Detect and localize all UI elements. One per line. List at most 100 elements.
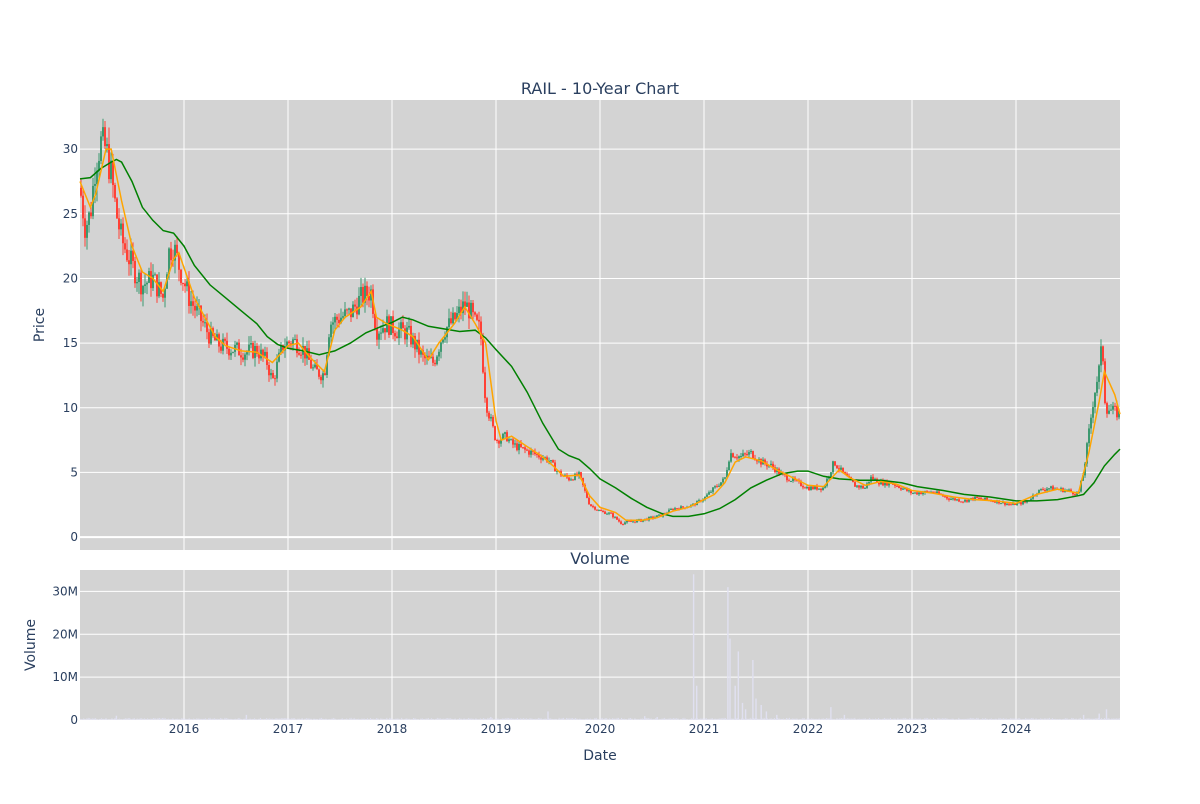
volume-bar — [837, 718, 839, 720]
volume-bar — [432, 718, 434, 720]
candle-up — [364, 285, 366, 303]
volume-bar — [989, 718, 991, 720]
candle-up — [204, 322, 206, 324]
volume-bar — [1042, 718, 1044, 720]
candle-up — [332, 322, 334, 325]
volume-bar — [964, 718, 966, 720]
volume-bar — [182, 718, 184, 720]
price-y-tick-label: 20 — [63, 271, 78, 285]
volume-bar — [93, 718, 95, 720]
volume-bar — [953, 719, 955, 720]
x-tick-label: 2017 — [273, 722, 304, 736]
volume-bar — [1013, 718, 1015, 720]
volume-bar — [323, 718, 325, 720]
candle-up — [1012, 503, 1014, 505]
volume-bar — [219, 718, 221, 720]
candle-up — [458, 306, 460, 314]
volume-bar — [774, 717, 776, 720]
volume-bar — [725, 718, 727, 720]
volume-bar — [748, 718, 750, 720]
candle-down — [820, 488, 822, 491]
volume-bar — [684, 718, 686, 720]
candle-down — [434, 362, 436, 365]
volume-bar — [265, 718, 267, 720]
volume-bar — [222, 719, 224, 720]
volume-bar — [148, 718, 150, 720]
candle-down — [188, 281, 190, 306]
volume-bar — [827, 718, 829, 720]
volume-bar — [499, 719, 501, 720]
volume-bar — [1087, 718, 1089, 720]
x-tick-label: 2019 — [481, 722, 512, 736]
candle-up — [250, 343, 252, 345]
volume-bar — [366, 718, 368, 720]
volume-bar-spike — [765, 711, 768, 720]
candle-down — [180, 269, 182, 283]
candle-up — [490, 416, 492, 419]
volume-bar — [765, 718, 767, 720]
volume-bar-spike — [760, 705, 762, 720]
volume-bar — [500, 718, 502, 720]
candle-up — [550, 460, 552, 462]
candle-down — [262, 349, 264, 356]
volume-bar — [780, 718, 782, 720]
candle-up — [416, 339, 418, 350]
candle-down — [916, 492, 918, 495]
volume-bar — [846, 718, 848, 720]
candle-up — [500, 439, 502, 444]
volume-bar — [133, 717, 135, 720]
volume-bar — [141, 718, 143, 720]
volume-bar — [254, 718, 256, 720]
volume-bar — [967, 718, 969, 720]
candle-up — [670, 508, 672, 510]
volume-bar — [1047, 718, 1049, 720]
candle-down — [938, 491, 940, 495]
candle-down — [192, 301, 194, 306]
candle-down — [482, 338, 484, 373]
volume-bar — [716, 718, 718, 720]
volume-bar — [840, 718, 842, 720]
volume-bar — [676, 718, 678, 720]
volume-bar — [202, 718, 204, 720]
candle-down — [194, 305, 196, 311]
candle-up — [330, 324, 332, 338]
volume-bar — [262, 718, 264, 720]
volume-bar — [410, 719, 412, 720]
candle-up — [574, 473, 576, 481]
volume-bar — [506, 717, 508, 720]
volume-bar — [667, 718, 669, 720]
candle-up — [832, 461, 834, 473]
volume-bar — [604, 718, 606, 720]
candle-up — [260, 349, 262, 359]
candle-up — [952, 498, 954, 500]
volume-bar — [454, 718, 456, 720]
volume-bar — [631, 718, 633, 720]
volume-bar — [1029, 718, 1031, 720]
candle-down — [620, 521, 622, 524]
candle-down — [976, 496, 978, 499]
volume-bar — [164, 718, 166, 720]
volume-bar — [1026, 718, 1028, 720]
volume-bar — [81, 719, 83, 720]
volume-bar — [922, 719, 924, 720]
candle-up — [244, 354, 246, 360]
candle-down — [834, 461, 836, 466]
candle-up — [790, 481, 792, 483]
volume-bar — [1037, 719, 1039, 720]
candle-up — [400, 322, 402, 330]
candle-down — [472, 302, 474, 313]
volume-bar — [683, 717, 685, 720]
candle-up — [1098, 365, 1100, 382]
volume-bar — [1017, 718, 1019, 720]
candle-up — [740, 455, 742, 457]
candle-down — [844, 472, 846, 474]
volume-bar — [257, 719, 259, 720]
ma-long-line — [79, 158, 1121, 518]
volume-bar — [502, 718, 504, 720]
volume-bar — [548, 718, 550, 720]
volume-bar — [126, 718, 128, 720]
candle-up — [922, 492, 924, 495]
candle-up — [1108, 410, 1110, 414]
volume-bar — [845, 718, 847, 720]
candle-up — [1006, 503, 1008, 505]
